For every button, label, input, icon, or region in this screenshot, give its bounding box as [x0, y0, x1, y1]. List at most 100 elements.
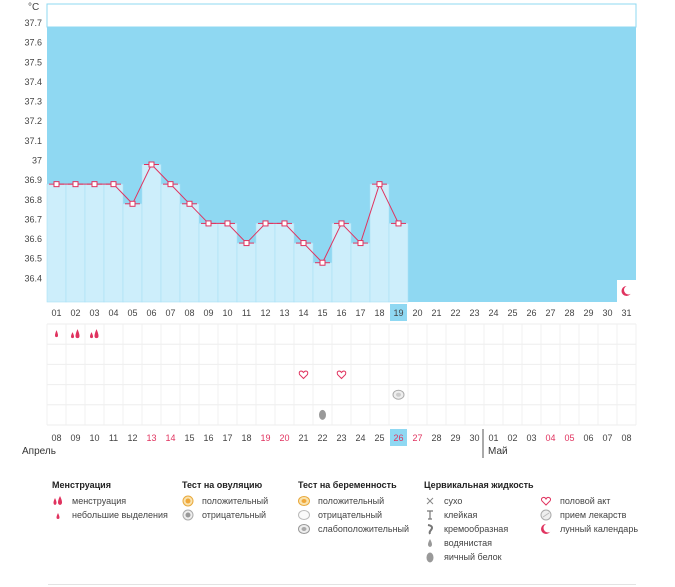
date-label: 28	[431, 433, 441, 443]
temperature-point	[224, 220, 231, 227]
cycle-day-label: 23	[469, 308, 479, 318]
temperature-point	[91, 181, 98, 188]
legend-item: прием лекарств	[540, 508, 638, 522]
heart-icon	[540, 495, 552, 507]
cycle-day-label: 16	[336, 308, 346, 318]
legend-label: отрицательный	[318, 510, 383, 520]
date-label: 02	[507, 433, 517, 443]
cycle-day-label: 15	[317, 308, 327, 318]
date-label: 25	[374, 433, 384, 443]
month-label-may: Май	[488, 446, 508, 457]
date-label: 09	[70, 433, 80, 443]
y-tick-label: 36.7	[24, 214, 42, 224]
month-label-april: Апрель	[22, 446, 56, 457]
date-label: 16	[203, 433, 213, 443]
date-label: 24	[355, 433, 365, 443]
legend-cervical-fluid: Цервикальная жидкость сухо клейкая кремо…	[424, 480, 534, 564]
legend-item: отрицательный	[182, 508, 268, 522]
cycle-day-label: 24	[488, 308, 498, 318]
date-label: 03	[526, 433, 536, 443]
legend-title: Тест на беременность	[298, 480, 397, 490]
cross-icon	[424, 495, 436, 507]
legend-label: водянистая	[444, 538, 493, 548]
legend-ovulation-test: Тест на овуляцию положительный отрицател…	[182, 480, 268, 522]
plot-top-margin	[46, 3, 637, 28]
legend-title: Менструация	[52, 480, 111, 490]
cycle-day-label: 12	[260, 308, 270, 318]
temperature-point	[300, 240, 307, 247]
moon-icon	[540, 523, 553, 535]
cycle-day-label: 09	[203, 308, 213, 318]
legend-item: кремообразная	[424, 522, 534, 536]
temperature-point	[129, 200, 136, 207]
date-label: 19	[260, 433, 270, 443]
date-label: 21	[298, 433, 308, 443]
legend-label: менструация	[72, 496, 127, 506]
data-column	[217, 223, 238, 303]
egg-white-icon	[424, 551, 436, 563]
cycle-day-label: 06	[146, 308, 156, 318]
legend-item: менструация	[52, 494, 168, 508]
drop-small-icon	[52, 509, 64, 521]
data-column	[350, 242, 371, 303]
date-label: 22	[317, 433, 327, 443]
data-column	[179, 203, 200, 303]
data-column	[198, 223, 219, 303]
date-label: 07	[602, 433, 612, 443]
date-label: 12	[127, 433, 137, 443]
date-label: 15	[184, 433, 194, 443]
legend-item: положительный	[182, 494, 268, 508]
legend-label: клейкая	[444, 510, 478, 520]
y-tick-label: 37	[32, 156, 42, 166]
cycle-day-label: 08	[184, 308, 194, 318]
date-label: 18	[241, 433, 251, 443]
circle-gray-icon	[182, 509, 194, 521]
date-label: 29	[450, 433, 460, 443]
oval-gray-icon-core	[396, 392, 401, 397]
temperature-point	[110, 181, 117, 188]
legend-item: половой акт	[540, 494, 638, 508]
date-label: 04	[545, 433, 555, 443]
y-tick-label: 36.8	[24, 195, 42, 205]
data-column	[293, 242, 314, 303]
temperature-point	[262, 220, 269, 227]
drop-double-icon	[75, 329, 80, 339]
legend-item: небольшие выделения	[52, 508, 168, 522]
cycle-day-label: 30	[602, 308, 612, 318]
legend-label: небольшие выделения	[72, 510, 168, 520]
cycle-day-label: 01	[51, 308, 61, 318]
temperature-point	[72, 181, 79, 188]
drop-double-icon	[52, 495, 64, 507]
legend-label: половой акт	[560, 496, 611, 506]
moon-icon-mask	[624, 285, 633, 295]
data-column	[65, 183, 86, 303]
cycle-day-label: 05	[127, 308, 137, 318]
y-tick-label: 37.5	[24, 57, 42, 67]
cycle-day-label: 22	[450, 308, 460, 318]
data-column	[255, 223, 276, 303]
legend-label: лунный календарь	[560, 524, 639, 534]
legend-label: кремообразная	[444, 524, 509, 534]
y-tick-label: 36.9	[24, 175, 42, 185]
legend-label: сухо	[444, 496, 463, 506]
drop-double-icon	[71, 332, 74, 339]
date-label: 26	[393, 433, 403, 443]
legend-item: слабоположительный	[298, 522, 409, 536]
date-label: 30	[469, 433, 479, 443]
cycle-day-label: 28	[564, 308, 574, 318]
date-label: 01	[488, 433, 498, 443]
y-tick-label: 36.4	[24, 273, 42, 283]
cycle-day-label: 03	[89, 308, 99, 318]
date-label: 27	[412, 433, 422, 443]
cycle-day-label: 21	[431, 308, 441, 318]
date-label: 20	[279, 433, 289, 443]
legend-item: водянистая	[424, 536, 534, 550]
sticky-icon	[424, 509, 436, 521]
cycle-day-label: 29	[583, 308, 593, 318]
creamy-icon	[424, 523, 436, 535]
unit-label: °C	[28, 2, 39, 13]
oval-orange-icon	[298, 495, 310, 507]
data-column	[236, 242, 257, 303]
legend-item: клейкая	[424, 508, 534, 522]
temperature-chart: °C 37.7 37.6 37.5 37.4 37.3 37.2 37.1 37 36.9 36.…	[24, 2, 637, 458]
